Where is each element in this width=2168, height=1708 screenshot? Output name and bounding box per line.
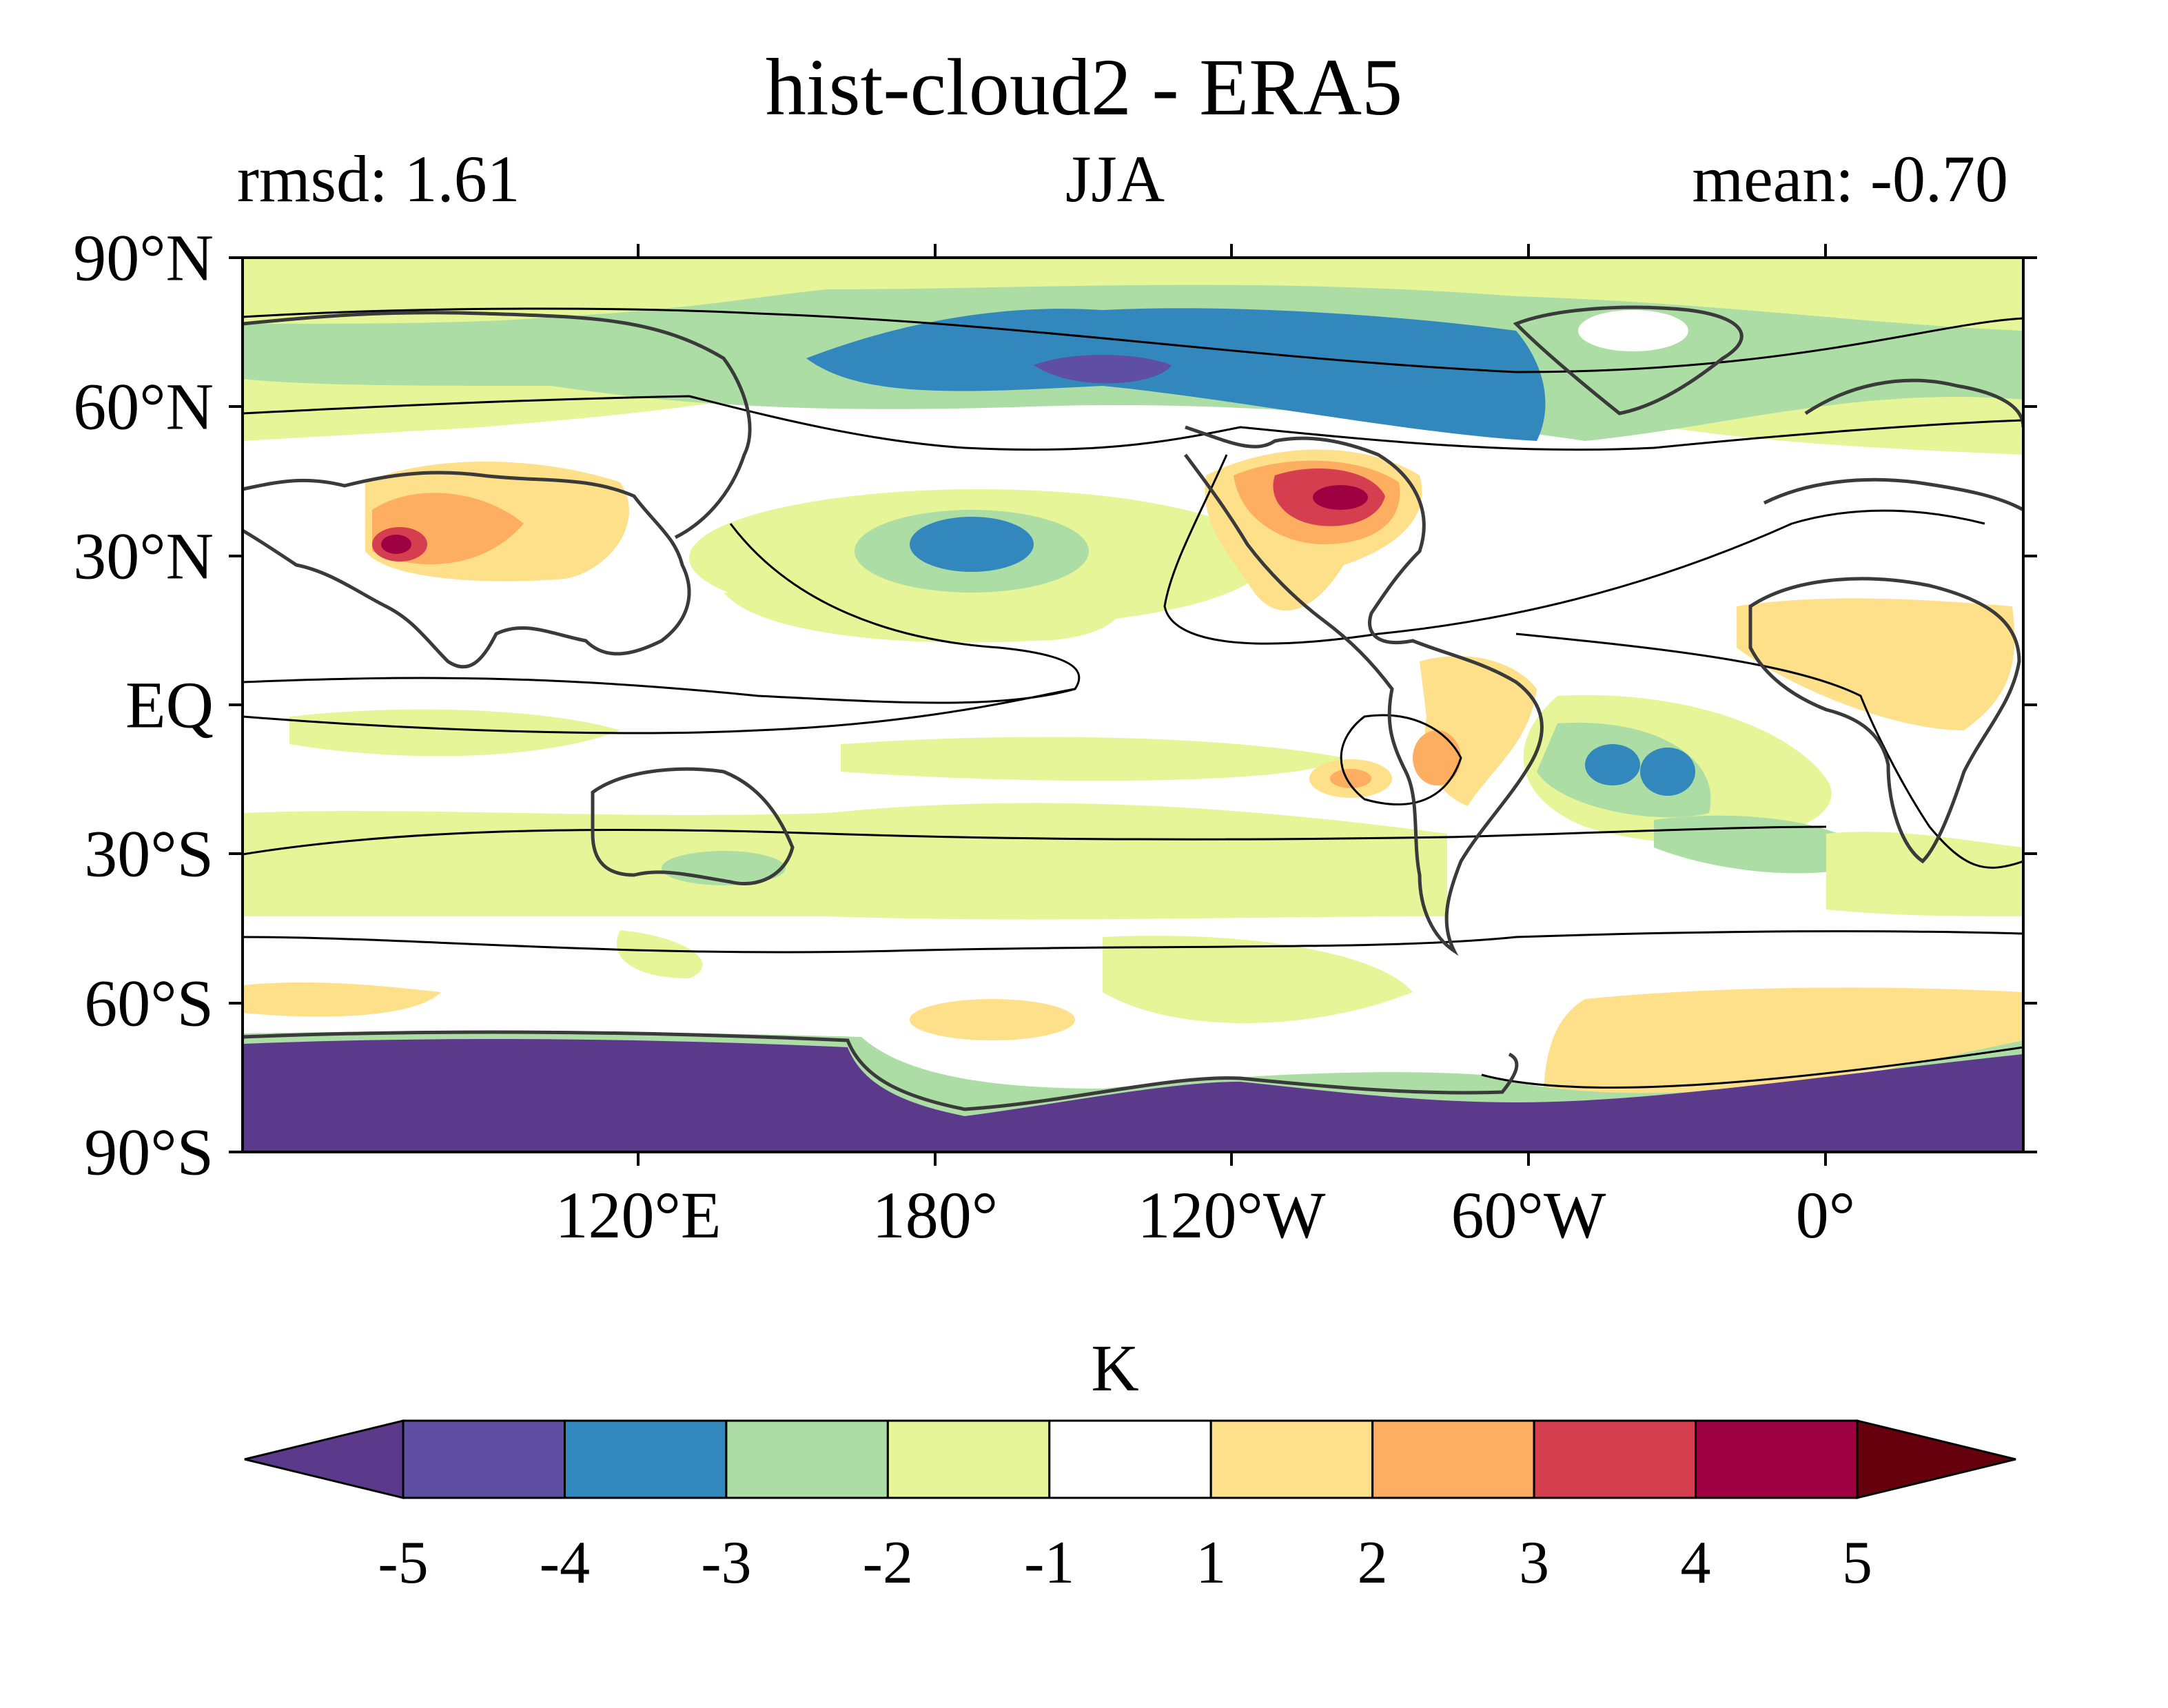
season-label: JJA: [1065, 142, 1165, 216]
colorbar-tick-label: -3: [701, 1530, 752, 1596]
arctic-canada-blue: [806, 308, 1546, 441]
tropic-yellow-2: [289, 709, 620, 757]
southern-yellow-band: [243, 803, 1447, 920]
north-pacific-blue: [910, 517, 1034, 572]
lat-tick-30s: 30°S: [84, 816, 214, 891]
colorbar-tick-label: -4: [539, 1530, 591, 1596]
namerica-warm-4: [1313, 485, 1368, 510]
contour-lines: [243, 307, 2023, 1089]
colorbar-cell: [1533, 1419, 1697, 1499]
southern-yellow-1: [616, 930, 703, 978]
asia-warm-4: [381, 535, 411, 554]
samerica-warm-2: [1413, 730, 1461, 785]
colorbar-tick-label: -5: [378, 1530, 429, 1596]
colorbar-cell: [1371, 1419, 1535, 1499]
lat-tick-60n: 60°N: [73, 369, 214, 444]
colorbar-tick-label: -2: [862, 1530, 913, 1596]
colorbar-cell: [886, 1419, 1051, 1499]
southern-yellow-2: [1103, 936, 1413, 1023]
lon-tick-60w: 60°W: [1451, 1178, 1606, 1252]
antarctic-purple: [243, 1039, 2023, 1152]
lon-tick-120e: 120°E: [555, 1178, 722, 1252]
colorbar-cell: [725, 1419, 889, 1499]
tropic-yellow-1: [724, 593, 1123, 643]
lat-tick-eq: EQ: [125, 668, 214, 742]
colorbar-units: K: [1091, 1331, 1139, 1405]
colorbar-cell: [1048, 1419, 1212, 1499]
southern-orange-3: [910, 999, 1075, 1040]
colorbar-tick-label: 3: [1519, 1530, 1550, 1596]
coastlines: [243, 305, 2023, 1111]
greenland-warm: [1578, 310, 1688, 351]
lon-tick-0: 0°: [1795, 1178, 1856, 1252]
colorbar-tick-label: 5: [1842, 1530, 1872, 1596]
colorbar-extend-low: [244, 1419, 405, 1499]
southern-orange-1: [243, 982, 441, 1017]
samerica-warm-4: [1330, 769, 1371, 788]
chart-title: hist-cloud2 - ERA5: [765, 42, 1403, 132]
temperature-bias-field: [243, 258, 2023, 1152]
colorbar-cell: [402, 1419, 566, 1499]
colorbar-extend-high: [1856, 1419, 2016, 1499]
mean-label: mean: -0.70: [1692, 142, 2008, 216]
tick-marks: [229, 244, 2037, 1166]
lat-tick-60s: 60°S: [84, 966, 214, 1040]
colorbar-cell: [1209, 1419, 1374, 1499]
colorbar-cells: [244, 1419, 2016, 1499]
colorbar-tick-label: 4: [1680, 1530, 1711, 1596]
colorbar-cell: [1695, 1419, 1859, 1499]
colorbar-tick-label: 2: [1357, 1530, 1388, 1596]
lat-tick-90s: 90°S: [84, 1115, 214, 1189]
southern-yellow-band-2: [1826, 832, 2023, 916]
satlantic-blue-1: [1585, 744, 1640, 785]
lon-tick-120w: 120°W: [1137, 1178, 1326, 1252]
lat-tick-90n: 90°N: [73, 220, 214, 295]
arctic-canada-purple: [1034, 355, 1172, 384]
satlantic-green-2: [1654, 815, 1874, 874]
colorbar-cell: [563, 1419, 728, 1499]
colorbar-tick-label: 1: [1196, 1530, 1227, 1596]
tropic-yellow-3: [841, 737, 1344, 781]
africa-warm: [1737, 598, 2015, 730]
colorbar-tick-label: -1: [1024, 1530, 1075, 1596]
satlantic-blue-2: [1640, 748, 1695, 796]
southern-orange-2: [1544, 987, 2023, 1102]
lon-tick-180: 180°: [872, 1178, 999, 1252]
lat-tick-30n: 30°N: [73, 519, 214, 593]
rmsd-label: rmsd: 1.61: [237, 142, 520, 216]
